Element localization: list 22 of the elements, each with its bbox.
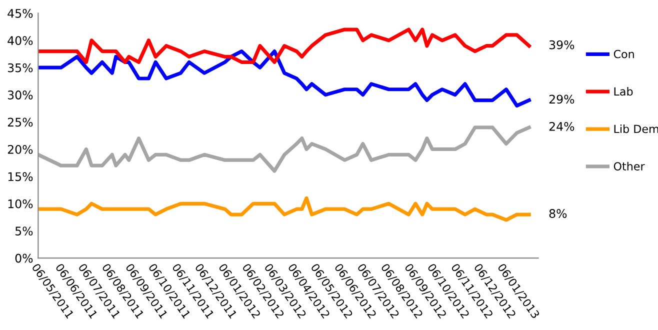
line-series [38, 28, 531, 64]
y-tick-label: 35% [8, 63, 33, 72]
y-tick-label: 10% [8, 199, 33, 208]
annotation: 8% [549, 209, 567, 218]
y-tick-label: 30% [8, 90, 33, 100]
legend-label: Other [614, 162, 645, 170]
legend-label: Con [614, 50, 634, 58]
y-tick-label: 45% [8, 8, 33, 18]
y-tick-label: 40% [8, 36, 33, 46]
y-tick-label: 25% [8, 118, 33, 127]
annotation: 24% [549, 122, 574, 131]
line-series [38, 49, 531, 108]
y-tick-label: 5% [15, 226, 33, 236]
y-tick-label: 20% [8, 144, 33, 154]
annotation: 29% [549, 94, 574, 104]
y-tick-label: 0% [15, 254, 33, 263]
annotation: 39% [549, 40, 574, 50]
line-series [38, 196, 531, 222]
line-series [38, 126, 531, 173]
y-tick-label: 15% [8, 172, 33, 182]
legend-label: Lab [614, 87, 633, 96]
legend-label: Lib Dem [614, 124, 658, 134]
